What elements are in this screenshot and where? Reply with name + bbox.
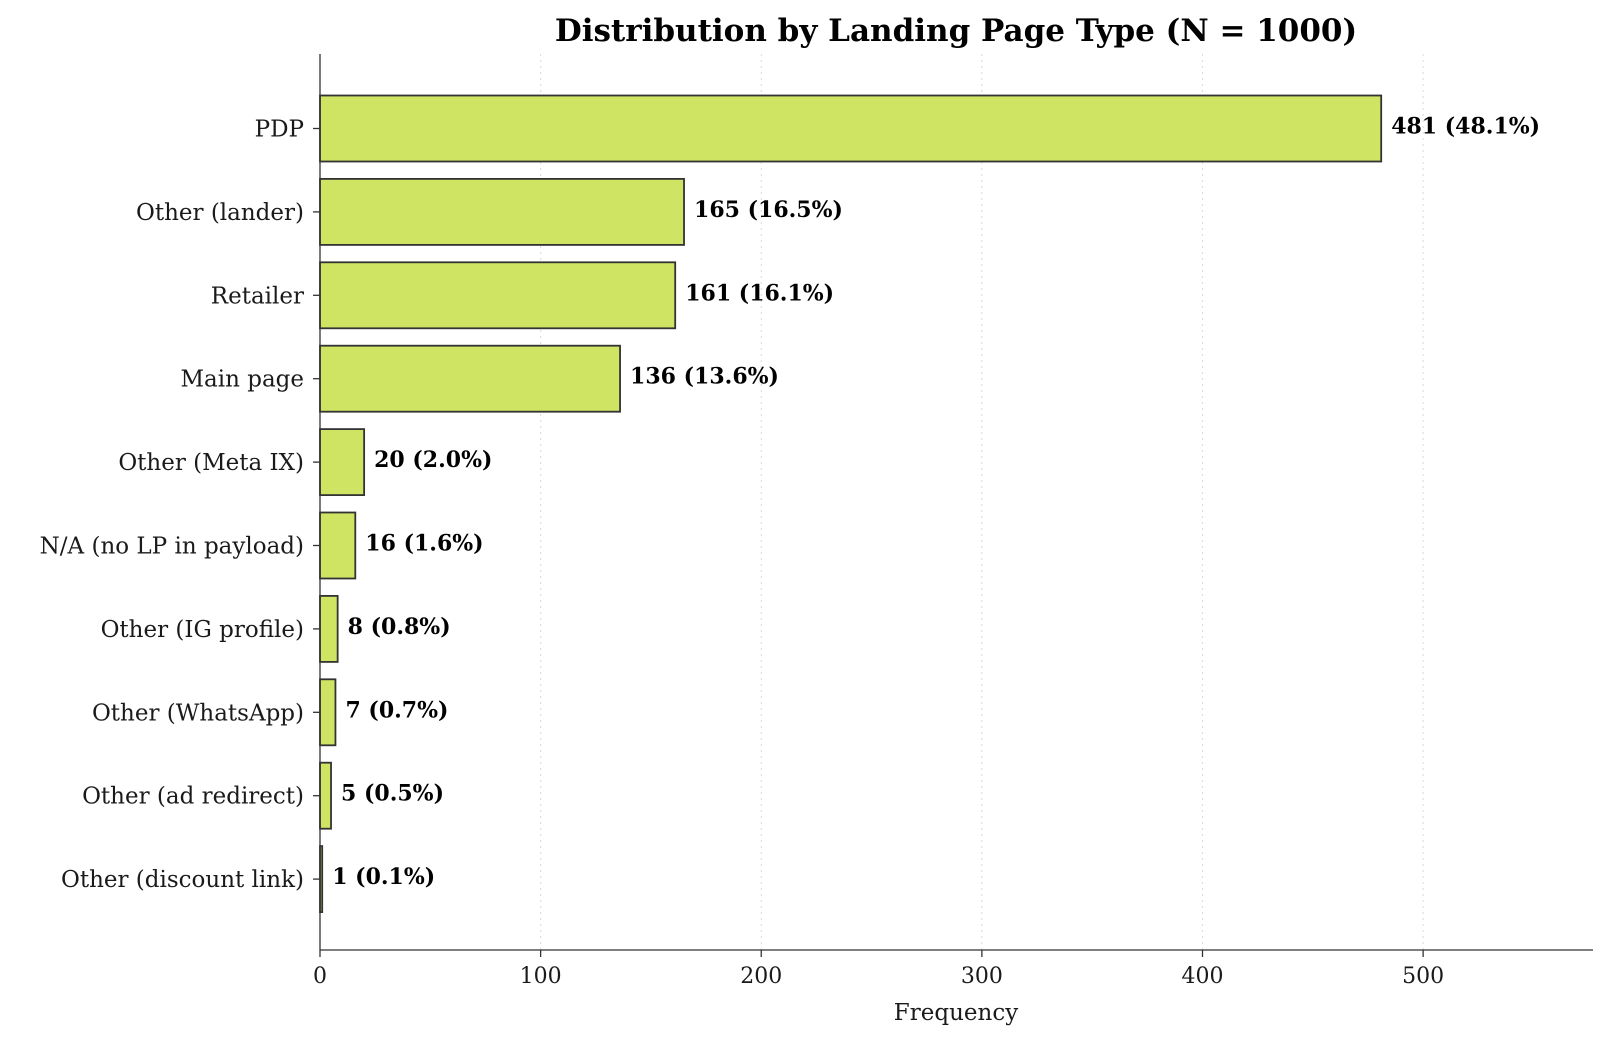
chart-title: Distribution by Landing Page Type (N = 1… [555,13,1357,49]
x-tick-label: 300 [961,964,1003,989]
bars [319,94,1383,913]
x-tick-label: 500 [1402,964,1444,989]
bar [319,177,685,246]
data-label: 8 (0.8%) [348,614,451,640]
data-label: 165 (16.5%) [694,197,843,223]
category-label: N/A (no LP in payload) [40,534,304,560]
bar [319,261,677,330]
x-tick-label: 0 [313,964,327,989]
x-axis-title: Frequency [894,1000,1018,1026]
bar [319,761,332,830]
data-label: 481 (48.1%) [1391,114,1540,140]
bar [319,428,366,497]
category-label: Other (ad redirect) [82,784,304,810]
x-tick-label: 200 [740,964,782,989]
category-label: PDP [255,117,304,143]
labels: 0 100 200 300 400 500 PDP 481 (48.1%) Other (lan… [40,114,1540,990]
category-label: Other (WhatsApp) [92,700,304,726]
data-label: 7 (0.7%) [345,697,448,723]
category-label: Other (lander) [136,200,304,226]
category-label: Main page [180,367,304,393]
data-label: 1 (0.1%) [332,864,435,890]
data-label: 161 (16.1%) [685,280,834,306]
bar [319,595,339,663]
category-label: Retailer [211,283,304,309]
x-tick-label: 400 [1181,964,1223,989]
bar [319,511,357,580]
bar [319,344,621,413]
data-label: 16 (1.6%) [365,531,483,557]
data-label: 20 (2.0%) [374,447,492,473]
bar [319,94,1383,163]
data-label: 136 (13.6%) [630,364,779,390]
data-label: 5 (0.5%) [341,781,444,807]
x-tick-label: 100 [520,964,562,989]
category-label: Other (IG profile) [101,617,304,643]
category-label: Other (discount link) [61,867,304,893]
bar [319,678,337,747]
category-label: Other (Meta IX) [118,450,304,476]
axes [313,54,1593,957]
